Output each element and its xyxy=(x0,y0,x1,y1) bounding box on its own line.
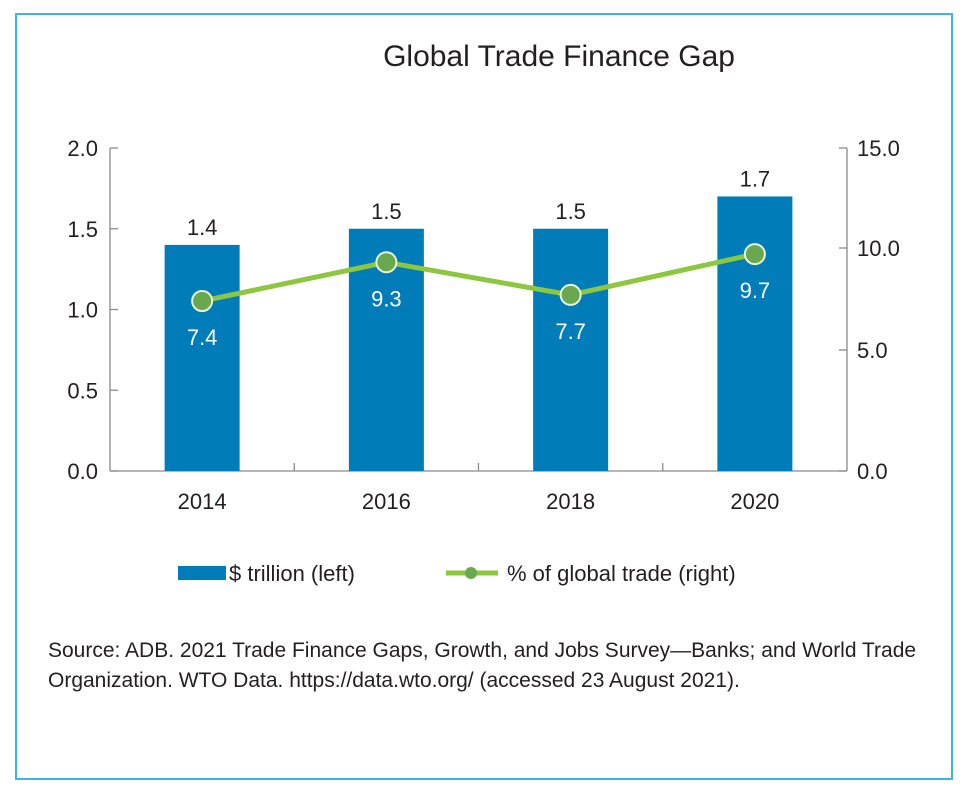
chart-title: Global Trade Finance Gap xyxy=(383,40,735,73)
x-tick-label: 2020 xyxy=(730,489,779,514)
right-tick-label: 15.0 xyxy=(857,136,900,161)
x-tick-label: 2016 xyxy=(362,489,411,514)
axes: 0.0 0.5 1.0 1.5 2.0 0.0 5.0 10.0 15.0 2014 2016 201… xyxy=(67,136,899,514)
right-tick-label: 10.0 xyxy=(857,236,900,261)
labels: 1.4 1.5 1.5 1.7 7.4 9.3 7.7 9.7 xyxy=(187,166,770,350)
left-tick-label: 1.0 xyxy=(67,298,98,323)
right-tick-label: 5.0 xyxy=(857,338,888,363)
left-tick-label: 1.5 xyxy=(67,217,98,242)
source-note: Source: ADB. 2021 Trade Finance Gaps, Gr… xyxy=(48,639,917,692)
right-tick-label: 0.0 xyxy=(857,459,888,484)
left-tick-label: 2.0 xyxy=(67,136,98,161)
line-marker xyxy=(559,283,582,306)
line-marker xyxy=(191,290,214,313)
legend: $ trillion (left) % of global trade (righ… xyxy=(178,561,736,586)
line-value-label: 9.7 xyxy=(740,278,771,303)
x-tick-label: 2014 xyxy=(178,489,227,514)
legend-bar-swatch xyxy=(178,566,226,580)
bars xyxy=(164,196,793,471)
bar xyxy=(164,244,240,471)
line-path xyxy=(201,251,756,304)
legend-bar-label: $ trillion (left) xyxy=(229,561,355,586)
left-tick-label: 0.0 xyxy=(67,459,98,484)
line-series xyxy=(191,243,766,313)
x-tick-label: 2018 xyxy=(546,489,595,514)
legend-line-marker xyxy=(465,567,477,579)
line-value-label: 7.7 xyxy=(555,319,586,344)
bar-value-label: 1.5 xyxy=(555,199,586,224)
bar-value-label: 1.4 xyxy=(187,215,218,240)
bar xyxy=(717,196,793,471)
line-value-label: 9.3 xyxy=(371,286,402,311)
chart-frame xyxy=(15,13,953,780)
bar-value-label: 1.5 xyxy=(371,199,402,224)
line-value-label: 7.4 xyxy=(187,325,218,350)
line-marker xyxy=(743,243,766,266)
bar xyxy=(533,228,609,471)
line-marker xyxy=(375,251,398,274)
bar-value-label: 1.7 xyxy=(740,166,771,191)
legend-line-label: % of global trade (right) xyxy=(507,561,736,586)
left-tick-label: 0.5 xyxy=(67,378,98,403)
